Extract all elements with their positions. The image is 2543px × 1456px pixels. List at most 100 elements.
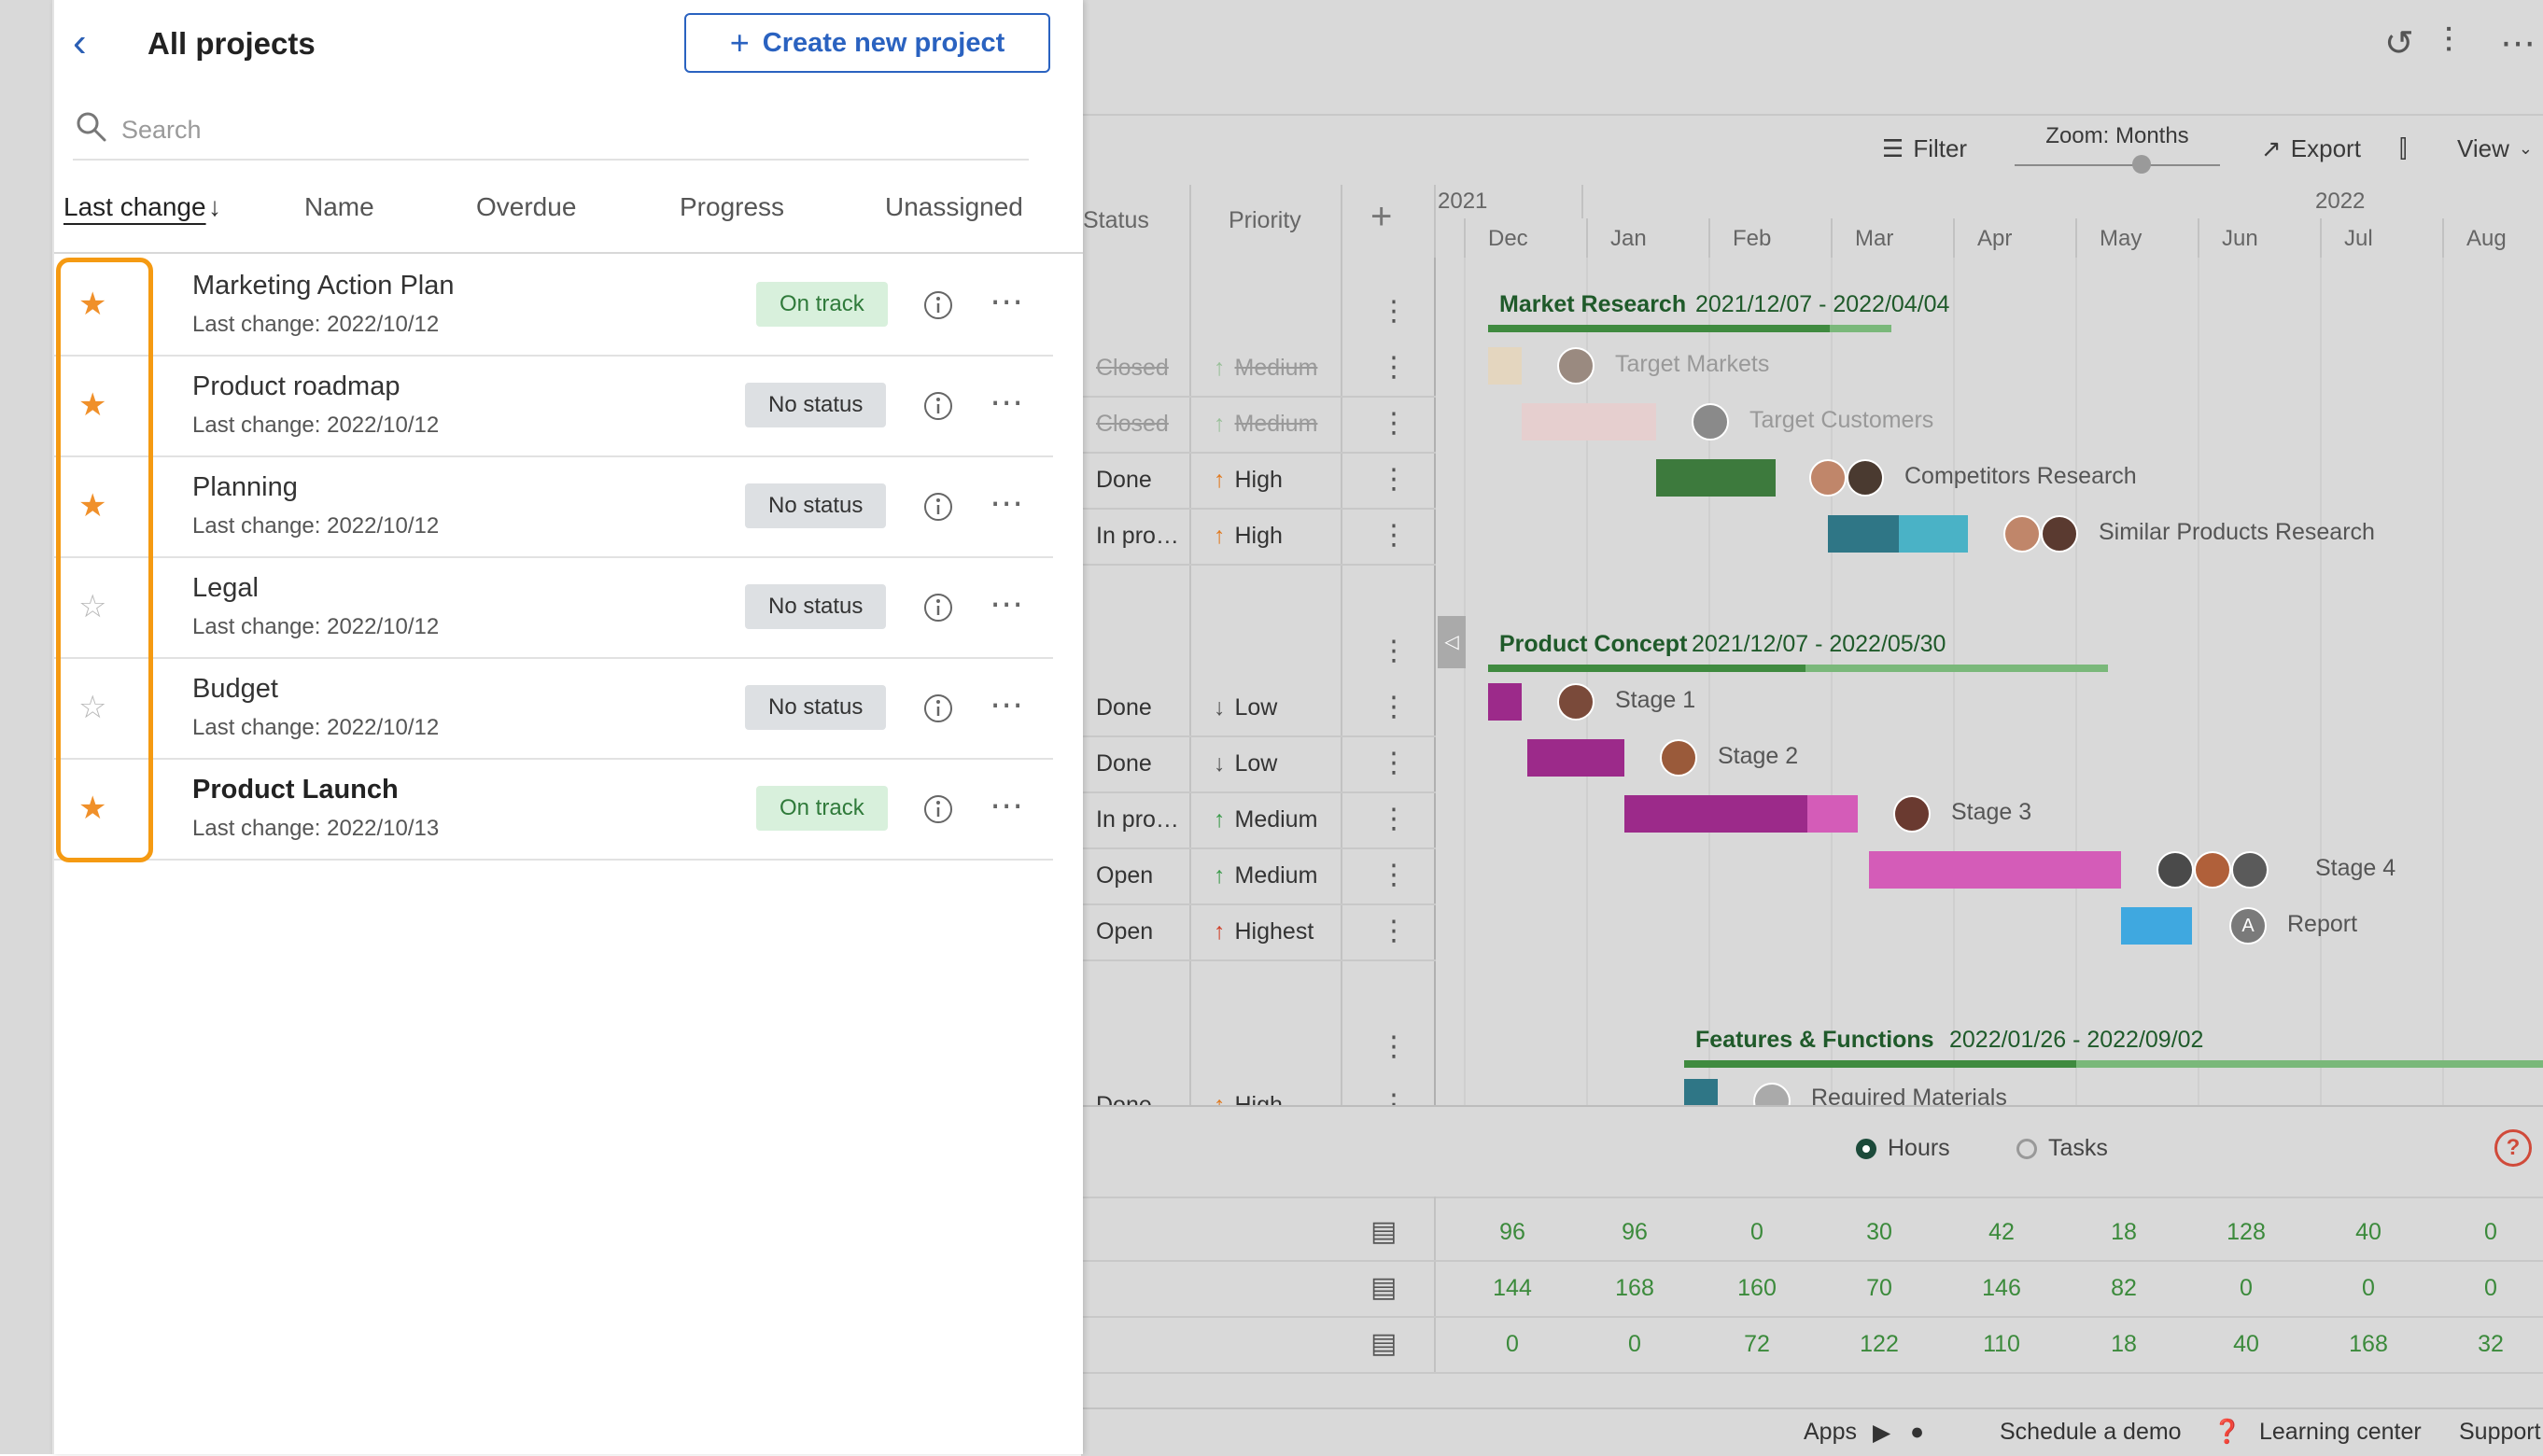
task-status[interactable]: Done [1096, 694, 1152, 721]
more-horizontal-icon[interactable]: ⋯ [990, 483, 1025, 522]
status-badge[interactable]: No status [745, 584, 887, 629]
star-filled-icon[interactable]: ★ [78, 488, 107, 524]
task-priority[interactable]: ↑ Highest [1214, 918, 1314, 945]
status-badge[interactable]: On track [756, 786, 888, 831]
row-menu-icon[interactable]: ⋮ [1380, 1031, 1408, 1062]
info-icon[interactable] [922, 592, 954, 623]
task-status[interactable]: Open [1096, 918, 1154, 945]
task-bar[interactable] [1488, 683, 1522, 721]
star-filled-icon[interactable]: ★ [78, 387, 107, 423]
task-label[interactable]: Similar Products Research [2099, 519, 2375, 545]
status-badge[interactable]: On track [756, 282, 888, 327]
search-input[interactable] [119, 110, 963, 149]
info-icon[interactable] [922, 390, 954, 422]
task-row[interactable]: Done ↑High ⋮ [1081, 452, 1436, 508]
row-menu-icon[interactable]: ⋮ [1380, 352, 1408, 383]
task-status[interactable]: Open [1096, 862, 1154, 889]
project-name[interactable]: Planning [192, 472, 298, 502]
settings-sliders-icon[interactable]: ⫶ [2444, 22, 2453, 62]
task-status[interactable]: In pro… [1096, 806, 1179, 833]
task-priority[interactable]: ↑ Medium [1214, 862, 1318, 889]
task-row[interactable]: Closed ↑ Medium ⋮ [1081, 396, 1436, 452]
more-horizontal-icon[interactable]: ⋯ [990, 383, 1025, 421]
task-status[interactable]: Done [1096, 750, 1152, 777]
row-menu-icon[interactable]: ⋮ [1380, 916, 1408, 946]
task-label[interactable]: Target Markets [1615, 351, 1770, 377]
avatar[interactable] [1557, 683, 1595, 721]
task-label[interactable]: Stage 3 [1951, 799, 2032, 825]
status-badge[interactable]: No status [745, 685, 887, 730]
task-label[interactable]: Competitors Research [1904, 463, 2137, 489]
project-row[interactable]: ★ Marketing Action Plan Last change: 2022/… [54, 254, 1053, 357]
project-name[interactable]: Marketing Action Plan [192, 271, 455, 301]
task-bar[interactable] [1869, 851, 2121, 889]
calendar-icon[interactable]: ▤ [1370, 1328, 1398, 1359]
group-title[interactable]: Product Concept [1499, 631, 1688, 657]
row-menu-icon[interactable]: ⋮ [1380, 748, 1408, 778]
task-priority[interactable]: ↑High [1214, 467, 1283, 493]
task-priority[interactable]: ↑ Medium [1214, 355, 1318, 381]
avatar[interactable] [1557, 347, 1595, 385]
task-bar[interactable] [1527, 739, 1624, 777]
help-icon[interactable]: ? [2494, 1129, 2532, 1167]
task-row[interactable]: Open ↑ Highest ⋮ [1081, 903, 1436, 959]
more-horizontal-icon[interactable]: ⋯ [990, 584, 1025, 623]
task-priority[interactable]: ↑ Medium [1214, 411, 1318, 437]
apple-icon[interactable]: ● [1910, 1419, 1925, 1445]
row-menu-icon[interactable]: ⋮ [1380, 860, 1408, 890]
learning-center-link[interactable]: Learning center [2259, 1419, 2422, 1445]
avatar[interactable] [1692, 403, 1729, 441]
sort-unassigned[interactable]: Unassigned [885, 192, 1023, 221]
task-bar[interactable] [1488, 347, 1522, 385]
project-name[interactable]: Product Launch [192, 775, 399, 805]
status-badge[interactable]: No status [745, 483, 887, 528]
filter-button[interactable]: ☰ Filter [1882, 134, 1968, 162]
group-title[interactable]: Market Research [1499, 291, 1687, 317]
task-status[interactable]: Done [1096, 467, 1152, 493]
avatar-initial[interactable]: A [2229, 907, 2267, 945]
more-options-icon[interactable]: ⋯ [2500, 24, 2536, 63]
zoom-track[interactable] [2015, 155, 2220, 174]
priority-column-header[interactable]: Priority [1229, 207, 1301, 233]
star-filled-icon[interactable]: ★ [78, 287, 107, 322]
calendar-icon[interactable]: ▤ [1370, 1272, 1398, 1303]
task-priority[interactable]: ↓ Low [1214, 750, 1278, 777]
task-row[interactable]: Done ↓ Low ⋮ [1081, 679, 1436, 735]
row-menu-icon[interactable]: ⋮ [1380, 296, 1408, 327]
row-menu-icon[interactable]: ⋮ [1380, 520, 1408, 551]
row-menu-icon[interactable]: ⋮ [1380, 692, 1408, 722]
row-menu-icon[interactable]: ⋮ [1380, 804, 1408, 834]
sort-name[interactable]: Name [304, 192, 374, 221]
task-priority[interactable]: ↓ Low [1214, 694, 1278, 721]
project-row[interactable]: ☆ Legal Last change: 2022/10/12 No status ⋯ [54, 556, 1053, 659]
tasks-radio[interactable]: Tasks [2016, 1135, 2108, 1162]
more-horizontal-icon[interactable]: ⋯ [990, 282, 1025, 320]
more-horizontal-icon[interactable]: ⋯ [990, 685, 1025, 723]
project-name[interactable]: Legal [192, 573, 259, 603]
task-row[interactable]: Done ↓ Low ⋮ [1081, 735, 1436, 791]
task-label[interactable]: Report [2287, 911, 2358, 937]
task-status[interactable]: Closed [1096, 355, 1169, 381]
avatar[interactable] [2041, 515, 2078, 553]
project-name[interactable]: Budget [192, 674, 278, 704]
project-row[interactable]: ★ Planning Last change: 2022/10/12 No statu… [54, 455, 1053, 558]
project-row[interactable]: ★ Product Launch Last change: 2022/10/13 On… [54, 758, 1053, 861]
task-bar[interactable] [1656, 459, 1776, 497]
row-menu-icon[interactable]: ⋮ [1380, 408, 1408, 439]
task-priority[interactable]: ↑ Medium [1214, 806, 1318, 833]
info-icon[interactable] [922, 491, 954, 523]
row-menu-icon[interactable]: ⋮ [1380, 636, 1408, 666]
learning-center-icon[interactable]: ❓ [2213, 1419, 2242, 1445]
task-status[interactable]: In pro… [1096, 523, 1179, 549]
star-outline-icon[interactable]: ☆ [78, 589, 107, 624]
avatar[interactable] [2231, 851, 2269, 889]
project-row[interactable]: ☆ Budget Last change: 2022/10/12 No status ⋯ [54, 657, 1053, 760]
task-row[interactable]: Open ↑ Medium ⋮ [1081, 847, 1436, 903]
task-bar[interactable] [1522, 403, 1656, 441]
task-row[interactable]: In pro… ↑ Medium ⋮ [1081, 791, 1436, 847]
support-link[interactable]: Support [2459, 1419, 2541, 1445]
sort-progress[interactable]: Progress [680, 192, 785, 221]
zoom-slider[interactable]: Zoom: Months [2015, 123, 2220, 174]
schedule-demo-link[interactable]: Schedule a demo [2000, 1419, 2182, 1445]
task-label[interactable]: Stage 2 [1718, 743, 1799, 769]
